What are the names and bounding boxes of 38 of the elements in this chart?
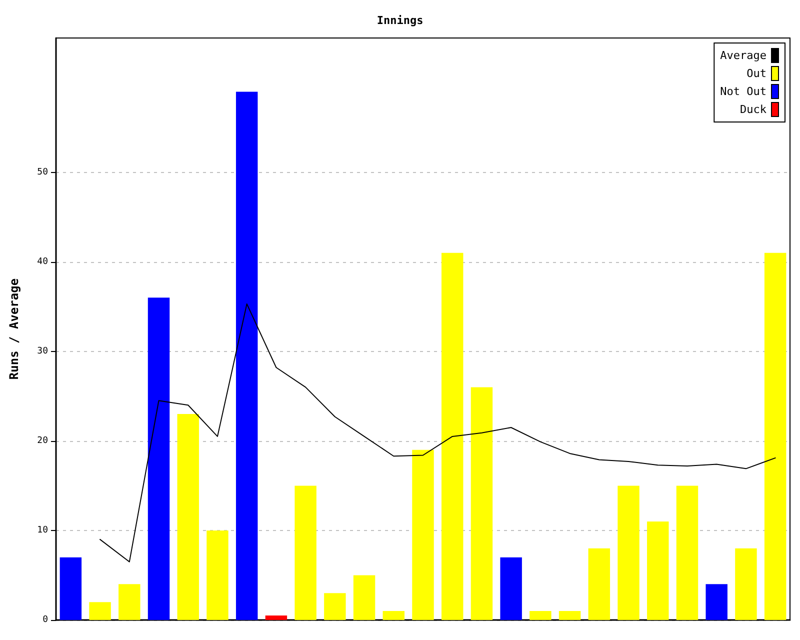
bar xyxy=(647,522,669,620)
y-tick-label: 50 xyxy=(37,167,48,178)
bar xyxy=(353,575,376,620)
bar xyxy=(500,557,522,620)
bar xyxy=(530,611,552,620)
bar xyxy=(294,486,316,620)
y-tick-label: 0 xyxy=(42,615,48,625)
y-tick-label: 20 xyxy=(37,436,48,446)
bar xyxy=(60,557,82,620)
bar xyxy=(618,486,640,620)
bar xyxy=(558,611,581,620)
bar xyxy=(265,616,288,620)
chart-title: Innings xyxy=(376,14,424,27)
bar xyxy=(764,252,786,620)
bar xyxy=(441,252,464,620)
bar xyxy=(177,414,199,620)
bar xyxy=(206,530,228,620)
bar xyxy=(706,584,728,620)
legend-label: Duck xyxy=(740,103,767,116)
bar xyxy=(324,593,346,620)
bar xyxy=(470,387,493,620)
legend-label: Not Out xyxy=(720,85,766,98)
bar xyxy=(89,602,111,620)
bar xyxy=(236,92,258,620)
bar xyxy=(382,611,405,620)
y-tick-label: 10 xyxy=(37,525,48,536)
legend-label: Out xyxy=(746,67,766,80)
line-series xyxy=(100,303,776,562)
bar xyxy=(588,548,610,620)
bar xyxy=(148,298,170,620)
bar xyxy=(118,584,140,620)
bar xyxy=(676,486,698,620)
bar xyxy=(735,548,757,620)
bar xyxy=(412,450,434,620)
y-axis-title: Runs / Average xyxy=(7,278,21,380)
legend-label: Average xyxy=(720,49,766,62)
y-tick-label: 30 xyxy=(37,346,48,356)
y-tick-label: 40 xyxy=(37,256,48,267)
